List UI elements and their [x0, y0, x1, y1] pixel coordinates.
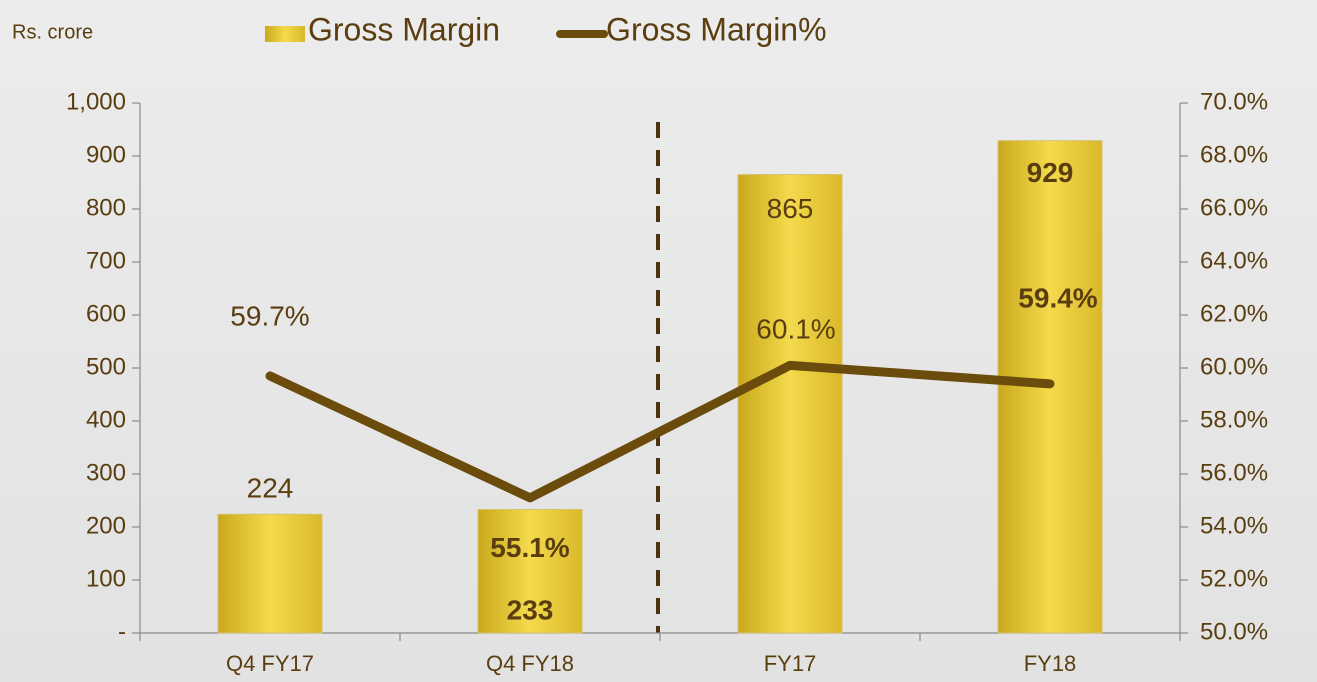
data-label: 224	[247, 473, 294, 504]
x-tick-label: Q4 FY17	[226, 651, 314, 676]
y-tick-label: -	[118, 618, 126, 645]
legend-label: Gross Margin%	[606, 11, 827, 47]
data-label: 233	[507, 594, 554, 625]
y2-tick-label: 50.0%	[1200, 618, 1268, 645]
x-tick-label: FY18	[1024, 651, 1077, 676]
y-tick-label: 600	[86, 300, 126, 327]
y2-tick-label: 64.0%	[1200, 247, 1268, 274]
data-label: 60.1%	[756, 314, 835, 345]
y-tick-label: 900	[86, 141, 126, 168]
bar	[217, 513, 323, 634]
y-tick-label: 800	[86, 194, 126, 221]
y-tick-label: 100	[86, 565, 126, 592]
y2-tick-label: 70.0%	[1200, 88, 1268, 115]
data-label: 55.1%	[490, 532, 569, 563]
data-label: 59.4%	[1018, 282, 1097, 313]
y-tick-label: 400	[86, 406, 126, 433]
x-tick-label: FY17	[764, 651, 817, 676]
y-tick-label: 700	[86, 247, 126, 274]
y-axis-label: Rs. crore	[12, 21, 93, 43]
y2-tick-label: 52.0%	[1200, 565, 1268, 592]
data-label: 59.7%	[230, 300, 309, 331]
legend-label: Gross Margin	[308, 11, 500, 47]
x-tick-label: Q4 FY18	[486, 651, 574, 676]
y-tick-label: 1,000	[66, 88, 126, 115]
line	[265, 360, 1055, 503]
y-tick-label: 500	[86, 353, 126, 380]
data-label: 865	[767, 193, 814, 224]
y2-tick-label: 62.0%	[1200, 300, 1268, 327]
y2-tick-label: 66.0%	[1200, 194, 1268, 221]
y2-tick-label: 56.0%	[1200, 459, 1268, 486]
bar	[737, 174, 843, 634]
y2-tick-label: 58.0%	[1200, 406, 1268, 433]
y-tick-label: 300	[86, 459, 126, 486]
y2-tick-label: 54.0%	[1200, 512, 1268, 539]
legend-swatch	[265, 26, 305, 42]
bar	[477, 509, 583, 634]
y2-tick-label: 68.0%	[1200, 141, 1268, 168]
y2-tick-label: 60.0%	[1200, 353, 1268, 380]
data-label: 929	[1027, 157, 1074, 188]
y-tick-label: 200	[86, 512, 126, 539]
